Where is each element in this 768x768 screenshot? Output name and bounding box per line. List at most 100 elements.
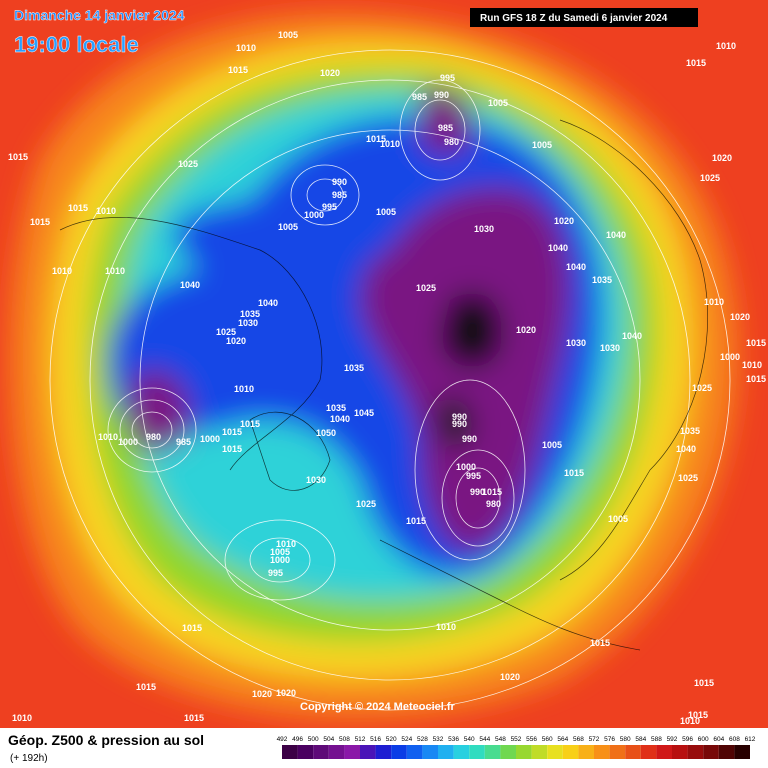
isobar-label: 1015: [688, 710, 708, 720]
colorbar-swatch: [562, 745, 579, 759]
isobar-label: 1030: [474, 224, 494, 234]
isobar-label: 1000: [270, 555, 290, 565]
isobar-label: 1015: [366, 134, 386, 144]
isobar-label: 1010: [680, 716, 700, 726]
colorbar-label: 496: [292, 736, 303, 743]
isobar-label: 1015: [222, 444, 242, 454]
isobar-label: 1025: [416, 283, 436, 293]
colorbar-swatch: [360, 745, 376, 759]
colorbar-label: 592: [667, 736, 678, 743]
isobar-label: 1045: [354, 408, 374, 418]
isobar-label: 985: [438, 123, 453, 133]
colorbar-label: 540: [464, 736, 475, 743]
isobar-label: 1025: [700, 173, 720, 183]
colorbar-label: 564: [557, 736, 568, 743]
isobar-label: 1035: [592, 275, 612, 285]
isobar-label: 1040: [606, 230, 626, 240]
isobar-label: 985: [332, 190, 347, 200]
isobar-label: 1020: [276, 688, 296, 698]
isobar-label: 1015: [746, 338, 766, 348]
isobar-label: 1015: [564, 468, 584, 478]
isobar-label: 1005: [278, 30, 298, 40]
isobar-label: 1015: [8, 152, 28, 162]
forecast-date: Dimanche 14 janvier 2024: [14, 7, 185, 23]
isobar-label: 1020: [500, 672, 520, 682]
isobar-label: 1005: [278, 222, 298, 232]
colorbar-swatch: [391, 745, 407, 759]
isobar-label: 1000: [118, 437, 138, 447]
isobar-label: 1040: [622, 331, 642, 341]
colorbar-label: 508: [339, 736, 350, 743]
isobar-label: 1040: [258, 298, 278, 308]
colorbar-swatch: [547, 745, 563, 759]
isobar-label: 980: [486, 499, 501, 509]
colorbar-label: 552: [511, 736, 522, 743]
isobar-label: 1035: [680, 426, 700, 436]
colorbar-swatch: [516, 745, 532, 759]
colorbar-label: 568: [573, 736, 584, 743]
colorbar-label: 528: [417, 736, 428, 743]
colorbar-swatch: [422, 745, 438, 759]
isobar-label: 1015: [68, 203, 88, 213]
isobar-label: 1010: [704, 297, 724, 307]
isobar-label: 1025: [216, 327, 236, 337]
colorbar-swatch: [594, 745, 610, 759]
isobar-label: 1010: [234, 384, 254, 394]
colorbar-swatch: [297, 745, 314, 759]
isobar-label: 1020: [226, 336, 246, 346]
coastlines: [59, 119, 709, 651]
isobar-label: 1000: [456, 462, 476, 472]
colorbar-label: 612: [745, 736, 756, 743]
colorbar-label: 580: [620, 736, 631, 743]
colorbar-label: 520: [386, 736, 397, 743]
colorbar-swatch: [375, 745, 392, 759]
isobar-label: 1030: [306, 475, 326, 485]
isobar-label: 1030: [600, 343, 620, 353]
run-box: [470, 8, 698, 27]
isobar-label: 1020: [730, 312, 750, 322]
colorbar-label: 548: [495, 736, 506, 743]
isobar-label: 1030: [238, 318, 258, 328]
colorbar-label: 516: [370, 736, 381, 743]
isobar-label: 1005: [376, 207, 396, 217]
isobar-label: 1005: [270, 547, 290, 557]
colorbar-swatch: [344, 745, 360, 759]
colorbar-swatch: [531, 745, 548, 759]
isobar-label: 1015: [30, 217, 50, 227]
colorbar-swatch: [718, 745, 735, 759]
isobar-label: 1000: [304, 210, 324, 220]
colorbar-swatch: [484, 745, 501, 759]
copyright: Copyright © 2024 Meteociel.fr: [300, 701, 456, 713]
colorbar-swatch: [578, 745, 594, 759]
isobar-label: 1040: [676, 444, 696, 454]
isobar-label: 1040: [548, 243, 568, 253]
isobar-label: 1015: [184, 713, 204, 723]
isobar-label: 1025: [356, 499, 376, 509]
isobar-label: 1010: [236, 43, 256, 53]
isobar-label: 1000: [200, 434, 220, 444]
isobar-label: 1015: [406, 516, 426, 526]
legend-subtitle: (+ 192h): [10, 753, 48, 764]
isobar-label: 1025: [178, 159, 198, 169]
colorbar-swatch: [625, 745, 641, 759]
colorbar-label: 556: [526, 736, 537, 743]
isobar-label: 1015: [222, 427, 242, 437]
colorbar-swatch: [687, 745, 704, 759]
isobar-label: 1040: [180, 280, 200, 290]
map-field: [0, 0, 768, 728]
colorbar-label: 504: [323, 736, 334, 743]
isobar-label: 980: [444, 137, 459, 147]
colorbar-swatch: [500, 745, 516, 759]
isobar-label: 985: [412, 92, 427, 102]
isobar-label: 990: [434, 90, 449, 100]
colorbar-swatch: [469, 745, 485, 759]
isobar-label: 1010: [276, 539, 296, 549]
isobar-label: 1015: [136, 682, 156, 692]
isobar-label: 1010: [716, 41, 736, 51]
isobar-label: 1020: [554, 216, 574, 226]
isobar-label: 1030: [566, 338, 586, 348]
isobar-label: 1040: [566, 262, 586, 272]
isobar-label: 1015: [182, 623, 202, 633]
forecast-time: 19:00 locale: [14, 32, 139, 57]
isobar-label: 1015: [240, 419, 260, 429]
